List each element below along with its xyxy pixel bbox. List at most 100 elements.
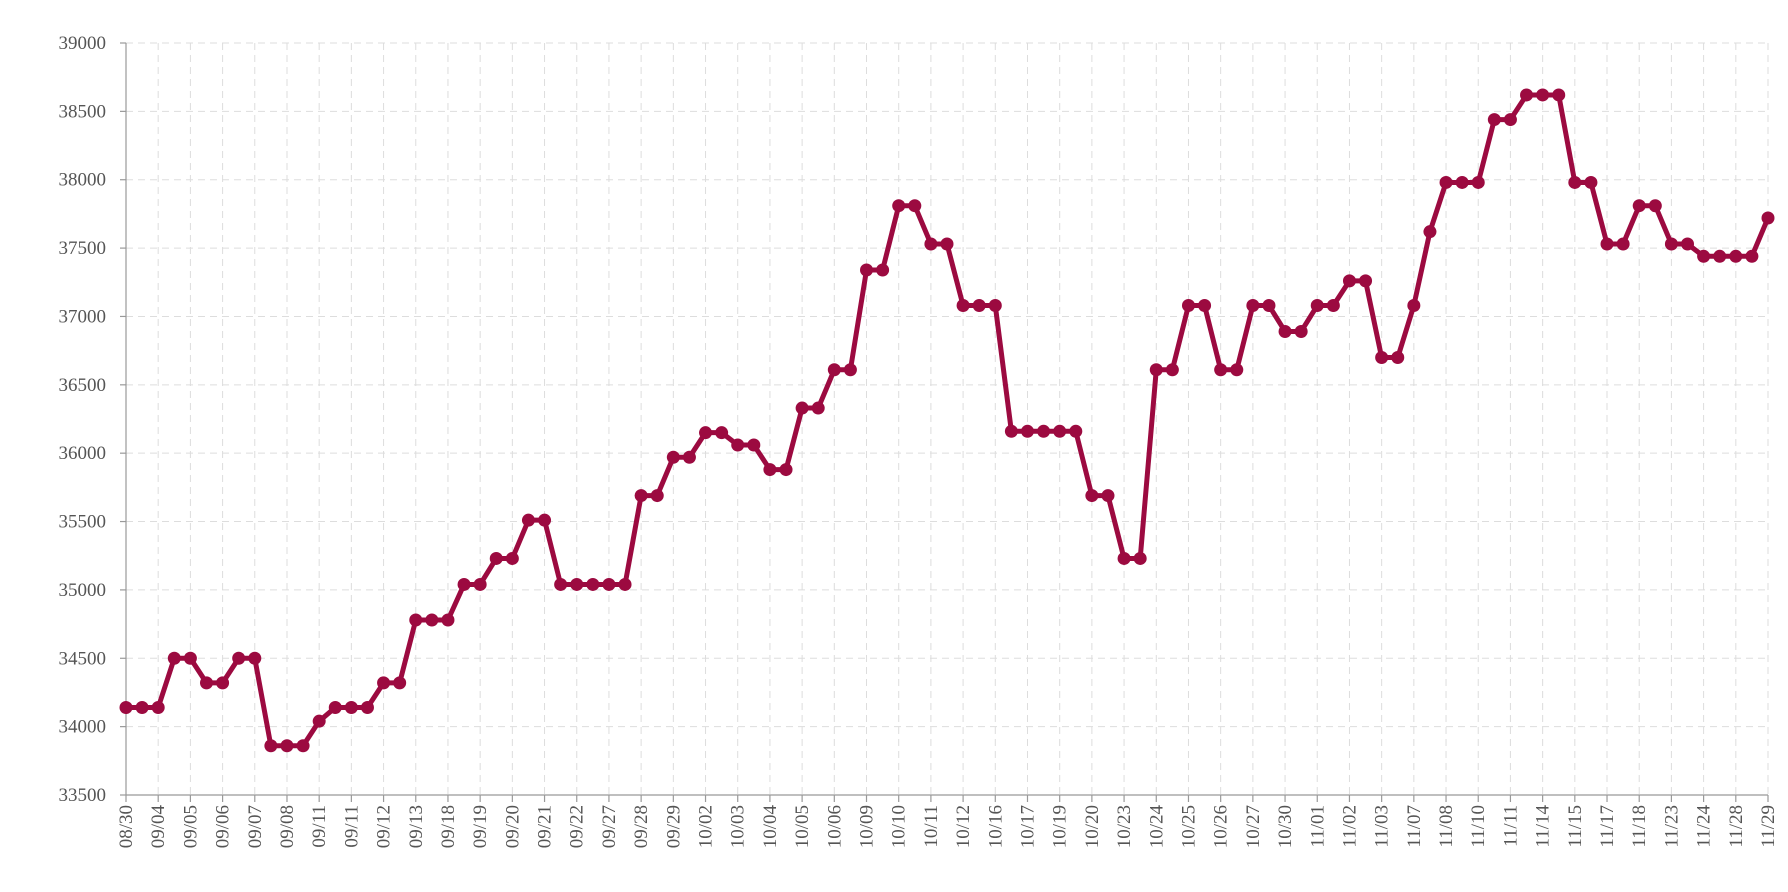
x-tick-label: 10/10 [889,805,910,848]
data-point [1053,424,1067,438]
data-point [167,651,181,665]
data-point [1359,274,1373,288]
data-point [1085,489,1099,503]
data-point [1697,249,1711,263]
x-tick-label: 10/12 [953,805,974,848]
data-point [1536,88,1550,102]
data-point [634,489,648,503]
axes [120,42,1769,802]
data-point [956,299,970,313]
data-point [843,363,857,377]
data-point [1471,175,1485,189]
y-tick-label: 33500 [59,785,107,806]
data-point [312,714,326,728]
y-tick-label: 36500 [59,375,107,396]
data-point [666,450,680,464]
x-tick-label: 10/25 [1178,805,1199,848]
data-point [183,651,197,665]
series-line [123,92,1771,749]
x-tick-label: 10/30 [1275,805,1296,848]
data-point [1375,350,1389,364]
data-point [409,613,423,627]
data-point [908,199,922,213]
data-point [779,463,793,477]
x-tick-label: 10/17 [1017,805,1038,848]
y-tick-label: 39000 [59,33,107,54]
data-point [715,426,729,440]
data-point [586,577,600,591]
data-point [892,199,906,213]
y-tick-label: 36000 [59,443,107,464]
data-point [1391,350,1405,364]
x-tick-label: 10/05 [792,805,813,848]
x-tick-label: 09/12 [374,805,395,848]
data-point [731,438,745,452]
data-point [650,489,664,503]
x-tick-label: 09/20 [502,805,523,848]
x-tick-label: 09/18 [438,805,459,848]
data-point [763,463,777,477]
data-point [393,676,407,690]
data-point [1664,237,1678,251]
x-tick-label: 09/28 [631,805,652,848]
y-tick-label: 37500 [59,238,107,259]
data-point [1761,211,1775,225]
data-point [827,363,841,377]
y-tick-label: 38000 [59,170,107,191]
grid [125,42,1769,796]
x-tick-label: 11/29 [1758,805,1779,848]
x-tick-label: 10/26 [1211,805,1232,848]
x-tick-label: 10/27 [1243,805,1264,848]
x-tick-label: 10/02 [696,805,717,848]
data-point [1101,489,1115,503]
x-tick-label: 10/19 [1050,805,1071,848]
data-point [1455,175,1469,189]
x-tick-label: 11/15 [1565,805,1586,848]
data-point [1149,363,1163,377]
x-axis-ticks: 08/30 09/04 09/05 09/06 09/07 09/08 09/11 09/11… [116,805,1779,849]
x-tick-label: 09/19 [470,805,491,848]
data-point [602,577,616,591]
x-tick-label: 09/06 [213,805,234,848]
x-tick-label: 10/11 [921,805,942,848]
data-point [538,513,552,527]
data-point [1165,363,1179,377]
data-point [1262,299,1276,313]
data-point [1632,199,1646,213]
data-point [135,700,149,714]
y-tick-label: 35500 [59,512,107,533]
y-tick-label: 34500 [59,648,107,669]
data-point [328,700,342,714]
data-point [1681,237,1695,251]
x-tick-label: 11/11 [1500,805,1521,847]
data-point [1729,249,1743,263]
data-point [1230,363,1244,377]
x-tick-label: 09/13 [406,805,427,848]
data-point [1117,551,1131,565]
data-point [972,299,986,313]
data-point [1069,424,1083,438]
data-point [554,577,568,591]
data-point [1214,363,1228,377]
data-point [1745,249,1759,263]
x-tick-label: 10/16 [985,805,1006,848]
data-point [1004,424,1018,438]
data-point [1020,424,1034,438]
x-tick-label: 10/20 [1082,805,1103,848]
data-point [1037,424,1051,438]
data-point [521,513,535,527]
data-point [1600,237,1614,251]
x-tick-label: 11/17 [1597,805,1618,848]
data-point [1133,551,1147,565]
x-tick-label: 11/02 [1339,805,1360,848]
data-point [924,237,938,251]
data-point [489,551,503,565]
x-tick-label: 09/11 [341,805,362,848]
x-tick-label: 11/08 [1436,805,1457,848]
data-point [377,676,391,690]
data-point [457,577,471,591]
x-tick-label: 09/07 [245,805,266,848]
data-point [1503,113,1517,127]
data-point [811,401,825,415]
data-point [1520,88,1534,102]
